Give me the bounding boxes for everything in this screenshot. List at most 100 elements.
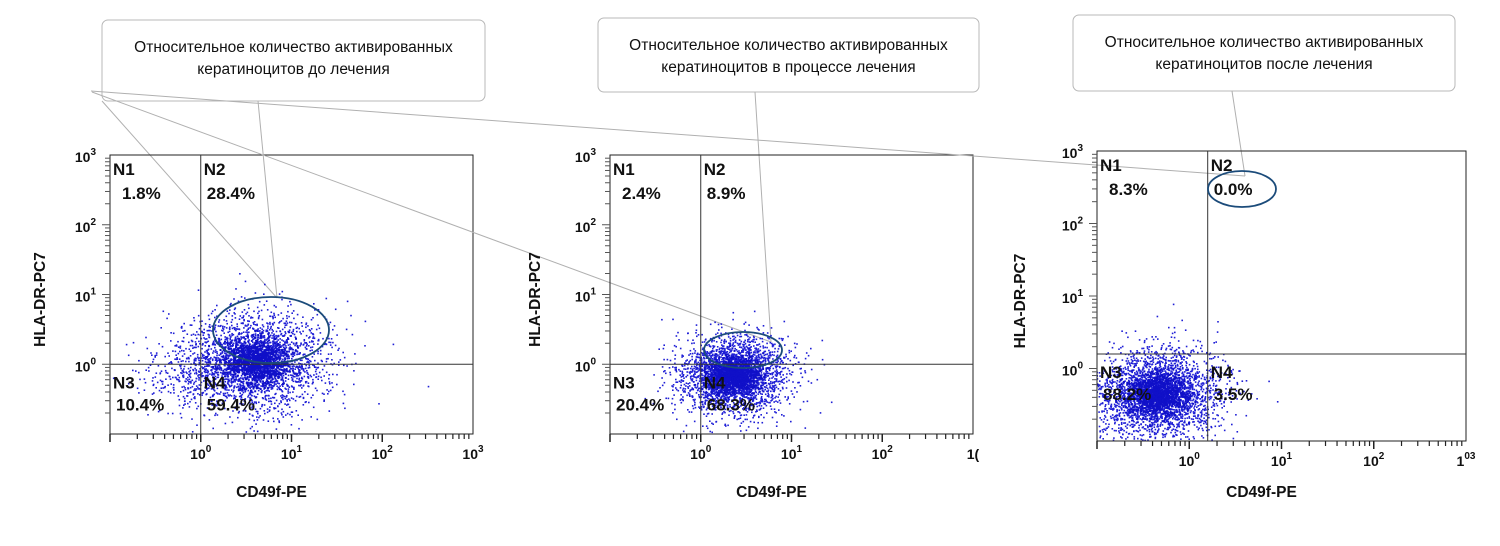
scatter-point	[715, 341, 718, 343]
scatter-point	[177, 340, 179, 343]
scatter-point	[312, 340, 314, 343]
scatter-point	[264, 338, 266, 341]
scatter-point	[300, 343, 302, 346]
scatter-point	[706, 353, 708, 356]
scatter-point	[203, 337, 205, 339]
scatter-point	[289, 335, 292, 337]
scatter-point	[653, 374, 655, 376]
scatter-point	[207, 365, 209, 367]
scatter-point	[209, 385, 211, 388]
scatter-point	[720, 347, 723, 350]
scatter-point	[246, 329, 248, 332]
scatter-point	[731, 358, 734, 361]
scatter-point	[721, 358, 723, 361]
scatter-point	[225, 361, 227, 363]
scatter-point	[264, 355, 267, 358]
scatter-point	[273, 382, 276, 384]
scatter-point	[242, 352, 245, 355]
scatter-point	[681, 365, 684, 367]
scatter-point	[247, 361, 250, 364]
scatter-point	[250, 324, 252, 327]
scatter-point	[298, 378, 300, 381]
scatter-point	[209, 358, 212, 360]
scatter-point	[801, 376, 804, 379]
scatter-point	[285, 353, 288, 355]
scatter-point	[268, 335, 271, 338]
scatter-point	[683, 377, 685, 379]
scatter-point	[296, 351, 299, 353]
y-tick-label: 100	[75, 356, 97, 374]
scatter-point	[228, 380, 231, 382]
scatter-point	[296, 326, 299, 329]
scatter-point	[288, 370, 291, 373]
scatter-point	[222, 376, 224, 379]
scatter-point	[204, 357, 206, 360]
scatter-point	[247, 389, 250, 392]
scatter-point	[353, 370, 355, 372]
scatter-point	[223, 326, 226, 328]
scatter-point	[293, 365, 295, 368]
scatter-point	[231, 421, 234, 424]
scatter-point	[177, 379, 180, 381]
scatter-point	[135, 370, 137, 372]
scatter-point	[242, 390, 244, 392]
scatter-point	[226, 361, 229, 364]
scatter-point	[260, 347, 263, 350]
scatter-point	[274, 354, 277, 357]
scatter-point	[710, 390, 713, 392]
scatter-point	[763, 382, 766, 385]
scatter-point	[251, 391, 253, 393]
scatter-point	[228, 384, 231, 387]
scatter-point	[705, 366, 707, 368]
scatter-point	[266, 322, 268, 324]
scatter-point	[734, 415, 736, 417]
scatter-point	[298, 365, 301, 367]
scatter-point	[307, 373, 309, 376]
scatter-point	[296, 345, 299, 347]
scatter-point	[312, 317, 314, 319]
scatter-point	[758, 415, 760, 418]
scatter-point	[216, 354, 218, 357]
highlight-ellipse	[212, 296, 330, 364]
scatter-point	[229, 342, 231, 344]
scatter-point	[779, 372, 781, 374]
scatter-point	[230, 380, 233, 383]
scatter-point	[177, 374, 179, 377]
scatter-point	[272, 340, 274, 343]
scatter-point	[788, 403, 791, 405]
scatter-point	[183, 365, 186, 368]
scatter-point	[256, 369, 258, 372]
scatter-point	[268, 409, 271, 411]
scatter-point	[280, 412, 283, 414]
scatter-point	[230, 384, 233, 387]
scatter-point	[247, 337, 249, 339]
scatter-point	[270, 369, 273, 372]
scatter-point	[258, 310, 260, 313]
scatter-point	[220, 338, 223, 341]
scatter-point	[245, 355, 247, 358]
scatter-point	[253, 323, 255, 325]
scatter-point	[699, 374, 701, 376]
scatter-point	[732, 402, 735, 404]
scatter-point	[271, 385, 273, 387]
scatter-point	[305, 345, 308, 347]
scatter-point	[257, 316, 260, 319]
scatter-point	[270, 325, 272, 328]
scatter-point	[279, 344, 281, 346]
scatter-point	[711, 397, 714, 400]
scatter-point	[143, 389, 146, 391]
scatter-point	[280, 366, 282, 369]
scatter-point	[246, 311, 249, 314]
scatter-point	[268, 377, 271, 380]
scatter-point	[235, 386, 238, 389]
scatter-point	[225, 355, 228, 357]
scatter-point	[229, 338, 232, 341]
scatter-point	[778, 383, 781, 385]
scatter-point	[228, 330, 231, 333]
scatter-point	[201, 344, 204, 346]
scatter-point	[215, 412, 217, 415]
scatter-point	[725, 358, 727, 360]
scatter-point	[233, 387, 235, 389]
scatter-point	[777, 396, 779, 398]
